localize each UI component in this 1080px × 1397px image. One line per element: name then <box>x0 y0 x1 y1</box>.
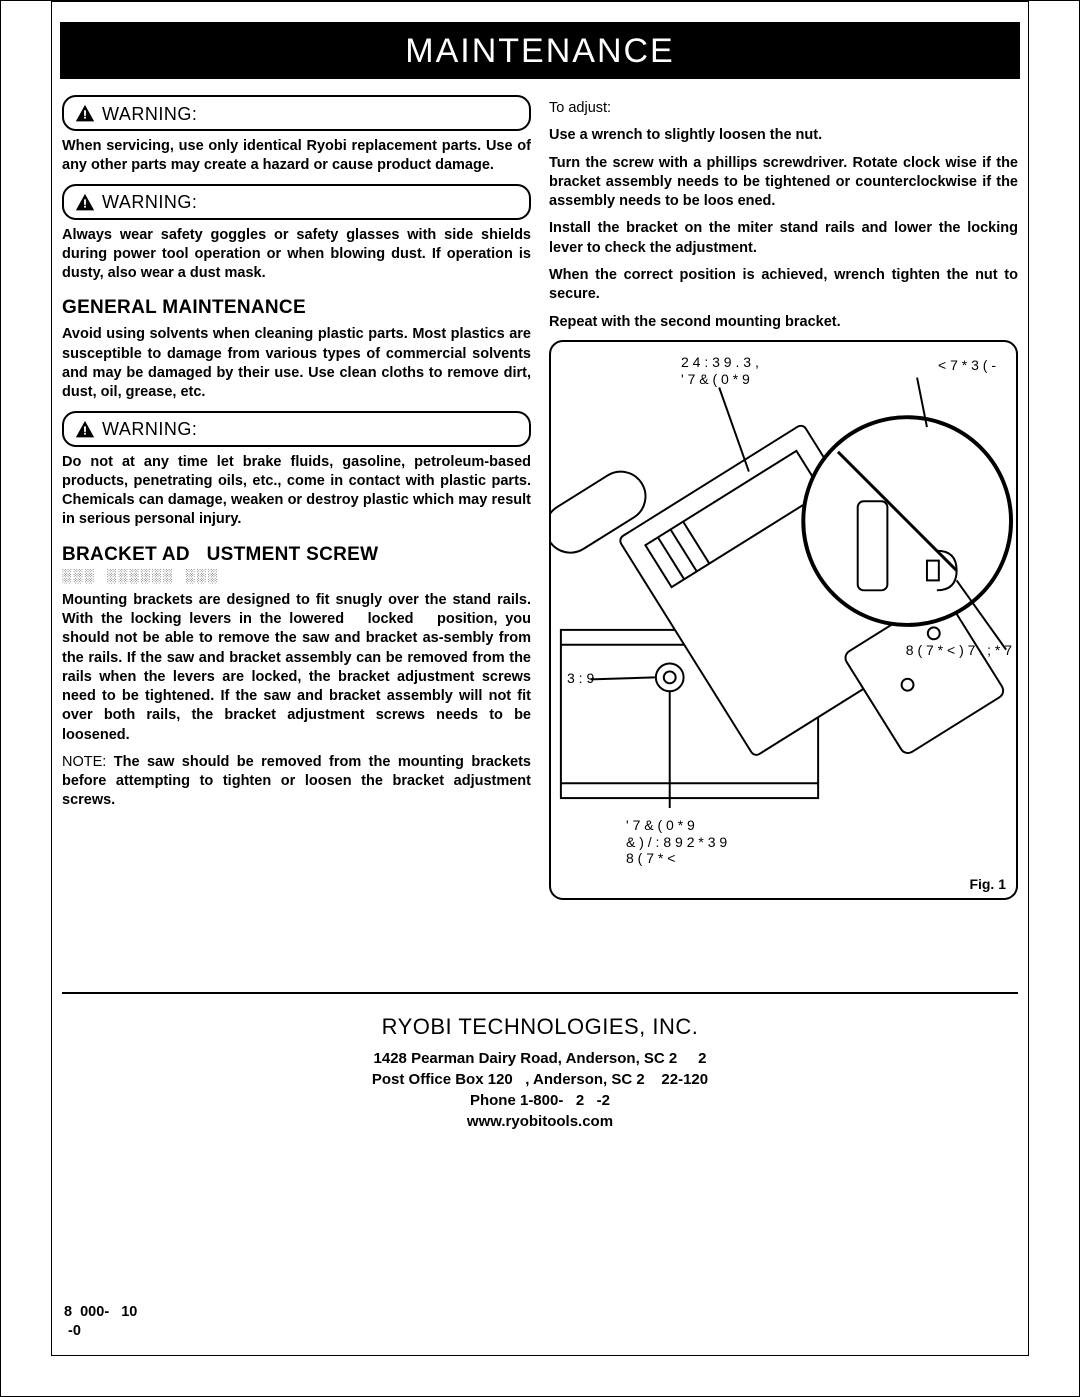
warning-heading: WARNING: <box>74 103 521 125</box>
adjust-step-5: Repeat with the second mounting bracket. <box>549 313 1018 332</box>
left-column: WARNING: When servicing, use only identi… <box>62 89 531 900</box>
bracket-subheading: ░░░ ░░░░░░ ░░░ <box>62 568 531 583</box>
website-line: www.ryobitools.com <box>52 1111 1028 1132</box>
figure-label: Fig. 1 <box>969 876 1006 892</box>
adjust-step-3: Install the bracket on the miter stand r… <box>549 219 1018 258</box>
callout-screwdriver: 8 ( 7 * < ) 7 . ; * 7 <box>906 642 1012 659</box>
warning-1-text: When servicing, use only identical Ryobi… <box>62 137 531 176</box>
adjust-step-4: When the correct position is achieved, w… <box>549 266 1018 305</box>
bracket-heading: BRACKET AD USTMENT SCREW <box>62 544 531 566</box>
warning-box-1: WARNING: <box>62 95 531 131</box>
warning-heading: WARNING: <box>74 192 521 214</box>
bracket-note: NOTE: The saw should be removed from the… <box>62 753 531 811</box>
address-line-2: Post Office Box 120 , Anderson, SC 2 22-… <box>52 1069 1028 1090</box>
page: MAINTENANCE WARNING: When servicing, use… <box>0 0 1080 1397</box>
warning-label: WARNING: <box>102 419 197 440</box>
warning-2-text: Always wear safety goggles or safety gla… <box>62 226 531 284</box>
callout-mounting-bracket: 2 4 : 3 9 . 3 , ' 7 & ( 0 * 9 <box>681 354 759 388</box>
page-title: MAINTENANCE <box>60 22 1020 79</box>
general-maintenance-heading: GENERAL MAINTENANCE <box>62 297 531 319</box>
document-number: 8 000- 10 -0 <box>64 1303 137 1341</box>
warning-box-2: WARNING: <box>62 184 531 220</box>
bracket-diagram <box>551 342 1016 898</box>
warning-label: WARNING: <box>102 104 197 125</box>
warning-icon <box>74 192 96 214</box>
adjust-lead: To adjust: <box>549 99 1018 118</box>
footer: RYOBI TECHNOLOGIES, INC. 1428 Pearman Da… <box>52 992 1028 1132</box>
adjust-step-2: Turn the screw with a phillips screwdriv… <box>549 154 1018 212</box>
callout-nut: 3 : 9 <box>567 670 594 687</box>
general-maintenance-body: Avoid using solvents when cleaning plast… <box>62 325 531 402</box>
figure-1: 2 4 : 3 9 . 3 , ' 7 & ( 0 * 9 < 7 * 3 ( … <box>549 340 1018 900</box>
right-column: To adjust: Use a wrench to slightly loos… <box>549 89 1018 900</box>
warning-box-3: WARNING: <box>62 411 531 447</box>
footer-rule <box>62 992 1018 994</box>
bracket-body: Mounting brackets are designed to fit sn… <box>62 591 531 745</box>
adjust-step-1: Use a wrench to slightly loosen the nut. <box>549 126 1018 145</box>
warning-icon <box>74 103 96 125</box>
callout-bracket-adjustment-screw: ' 7 & ( 0 * 9 & ) / : 8 9 2 * 3 9 8 ( 7 … <box>626 817 727 867</box>
warning-icon <box>74 419 96 441</box>
page-frame: MAINTENANCE WARNING: When servicing, use… <box>51 1 1029 1356</box>
warning-label: WARNING: <box>102 192 197 213</box>
note-body: The saw should be removed from the mount… <box>62 754 531 809</box>
company-name: RYOBI TECHNOLOGIES, INC. <box>52 1014 1028 1040</box>
callout-wrench: < 7 * 3 ( - <box>938 357 996 374</box>
note-lead: NOTE: <box>62 754 114 770</box>
warning-heading: WARNING: <box>74 419 521 441</box>
phone-line: Phone 1-800- 2 -2 <box>52 1090 1028 1111</box>
warning-3-text: Do not at any time let brake fluids, gas… <box>62 453 531 530</box>
address-line-1: 1428 Pearman Dairy Road, Anderson, SC 2 … <box>52 1048 1028 1069</box>
content-columns: WARNING: When servicing, use only identi… <box>52 79 1028 900</box>
